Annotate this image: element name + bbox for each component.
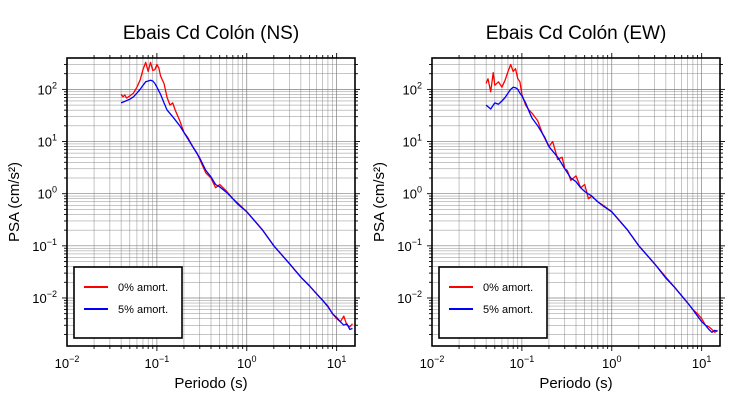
y-tick-base: 10 bbox=[403, 82, 417, 97]
x-tick-base: 10 bbox=[602, 356, 616, 371]
legend-box bbox=[438, 266, 548, 339]
x-tick-exponent: 1 bbox=[706, 354, 711, 364]
legend-label-unamortized: 0% amort. bbox=[483, 282, 533, 294]
series-line-amortized bbox=[120, 79, 353, 331]
y-tick-label: 100 bbox=[38, 185, 57, 202]
y-tick-label: 10−2 bbox=[397, 289, 422, 306]
x-tick-label: 100 bbox=[602, 354, 621, 371]
y-axis-label: PSA (cm/s²) bbox=[6, 162, 23, 242]
x-tick-exponent: 0 bbox=[616, 354, 621, 364]
y-tick-base: 10 bbox=[397, 291, 411, 306]
x-tick-base: 10 bbox=[420, 356, 434, 371]
x-tick-label: 10−1 bbox=[145, 354, 170, 371]
y-tick-base: 10 bbox=[397, 239, 411, 254]
chart-title: Ebais Cd Colón (NS) bbox=[123, 23, 299, 44]
y-axis-label: PSA (cm/s²) bbox=[371, 162, 388, 242]
x-tick-label: 101 bbox=[692, 354, 711, 371]
series-line-amortized bbox=[485, 86, 718, 333]
y-tick-exponent: 0 bbox=[52, 185, 57, 195]
x-tick-base: 10 bbox=[237, 356, 251, 371]
y-tick-label: 100 bbox=[403, 185, 422, 202]
y-tick-label: 102 bbox=[403, 80, 422, 97]
x-tick-exponent: −1 bbox=[524, 354, 534, 364]
x-axis-label: Periodo (s) bbox=[174, 375, 247, 392]
tick-marks bbox=[62, 53, 360, 351]
y-tick-label: 10−1 bbox=[397, 237, 422, 254]
x-tick-label: 10−2 bbox=[420, 354, 445, 371]
y-tick-base: 10 bbox=[403, 187, 417, 202]
x-tick-base: 10 bbox=[145, 356, 159, 371]
x-tick-exponent: 0 bbox=[251, 354, 256, 364]
y-tick-base: 10 bbox=[403, 135, 417, 150]
y-tick-base: 10 bbox=[32, 239, 46, 254]
y-tick-exponent: −1 bbox=[412, 237, 422, 247]
y-tick-label: 10−1 bbox=[32, 237, 57, 254]
y-tick-label: 10−2 bbox=[32, 289, 57, 306]
x-tick-exponent: 1 bbox=[341, 354, 346, 364]
legend: 0% amort. 5% amort. bbox=[73, 266, 183, 339]
x-tick-base: 10 bbox=[55, 356, 69, 371]
y-tick-base: 10 bbox=[38, 187, 52, 202]
y-tick-base: 10 bbox=[32, 291, 46, 306]
legend-label-amortized: 5% amort. bbox=[483, 304, 533, 316]
x-tick-label: 100 bbox=[237, 354, 256, 371]
x-tick-exponent: −1 bbox=[159, 354, 169, 364]
x-tick-exponent: −2 bbox=[69, 354, 79, 364]
chart-title: Ebais Cd Colón (EW) bbox=[486, 23, 667, 44]
y-tick-label: 101 bbox=[38, 133, 57, 150]
y-tick-label: 101 bbox=[403, 133, 422, 150]
x-tick-label: 101 bbox=[327, 354, 346, 371]
x-tick-exponent: −2 bbox=[434, 354, 444, 364]
x-tick-label: 10−1 bbox=[510, 354, 535, 371]
x-tick-base: 10 bbox=[692, 356, 706, 371]
y-tick-exponent: 1 bbox=[417, 133, 422, 143]
y-tick-exponent: 2 bbox=[417, 80, 422, 90]
y-tick-exponent: 1 bbox=[52, 133, 57, 143]
legend-label-amortized: 5% amort. bbox=[118, 304, 168, 316]
x-tick-base: 10 bbox=[327, 356, 341, 371]
y-tick-exponent: −1 bbox=[47, 237, 57, 247]
y-tick-label: 102 bbox=[38, 80, 57, 97]
y-tick-exponent: 0 bbox=[417, 185, 422, 195]
y-tick-exponent: 2 bbox=[52, 80, 57, 90]
tick-marks bbox=[427, 53, 725, 351]
y-tick-base: 10 bbox=[38, 135, 52, 150]
x-tick-label: 10−2 bbox=[55, 354, 80, 371]
legend: 0% amort. 5% amort. bbox=[438, 266, 548, 339]
y-tick-base: 10 bbox=[38, 82, 52, 97]
legend-label-unamortized: 0% amort. bbox=[118, 282, 168, 294]
x-tick-base: 10 bbox=[510, 356, 524, 371]
y-tick-exponent: −2 bbox=[412, 289, 422, 299]
x-axis-label: Periodo (s) bbox=[539, 375, 612, 392]
legend-box bbox=[73, 266, 183, 339]
y-tick-exponent: −2 bbox=[47, 289, 57, 299]
